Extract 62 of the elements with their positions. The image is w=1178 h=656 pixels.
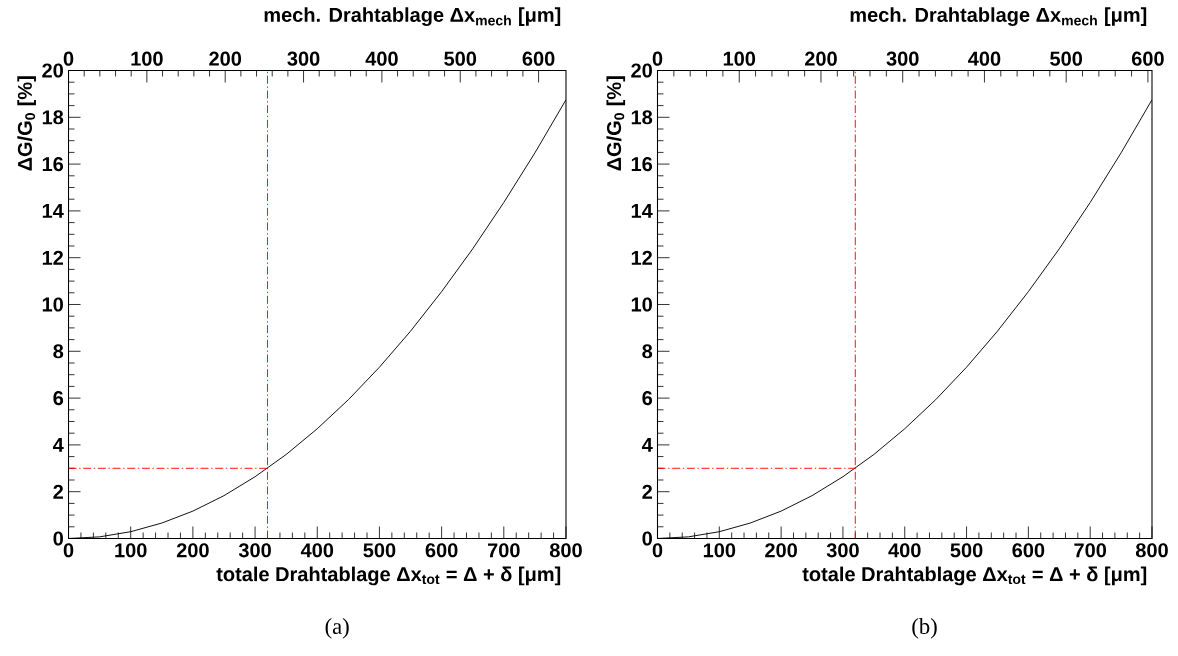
x2-tick-label: 200	[209, 51, 242, 66]
x-tick-label: 700	[1074, 543, 1107, 558]
y-tick-label: 16	[42, 157, 64, 172]
y-tick-label: 0	[53, 531, 63, 546]
x2-tick-label: 400	[365, 51, 398, 66]
x2-tick-label: 0	[63, 51, 74, 66]
x2-tick-label: 500	[444, 51, 477, 66]
y-tick-label: 4	[52, 438, 64, 452]
x-tick-label: 300	[238, 543, 271, 558]
y-tick-label: 12	[42, 250, 63, 265]
y-tick-label: 10	[631, 297, 652, 312]
x-tick-label: 0	[63, 543, 74, 558]
x2-tick-label: 600	[1131, 51, 1164, 66]
x-tick-label: 600	[1012, 543, 1045, 558]
y-tick-label: 14	[42, 204, 64, 218]
x2-axis-title: mech. Drahtablage Δx$_{mech}$ [μm]	[264, 7, 561, 26]
x-tick-label: 800	[1135, 543, 1168, 558]
y-tick-label: 4	[641, 438, 653, 452]
x2-tick-label: 300	[287, 51, 320, 66]
y-tick-label: 2	[53, 484, 63, 499]
y-tick-label: 2	[642, 484, 652, 499]
x2-axis-title: mech. Drahtablage Δx$_{mech}$ [μm]	[850, 7, 1147, 26]
x-tick-label: 300	[826, 543, 859, 558]
x-tick-label: 200	[765, 543, 797, 558]
x-tick-label: 500	[950, 543, 983, 558]
x-tick-label: 200	[176, 543, 209, 558]
y-tick-label: 16	[631, 157, 653, 172]
y-axis-title: ΔG/G$_{0}$ [%]	[606, 76, 626, 171]
y-tick-label: 6	[642, 391, 653, 406]
x-tick-label: 400	[300, 543, 334, 558]
y-tick-label: 20	[42, 63, 63, 78]
x-tick-label: 800	[549, 543, 582, 558]
x2-tick-label: 0	[652, 51, 663, 66]
x2-tick-label: 100	[131, 51, 163, 66]
y-tick-label: 18	[42, 110, 64, 125]
y-tick-label: 8	[53, 344, 64, 359]
x-tick-label: 500	[363, 543, 396, 558]
x-axis-title: totale Drahtablage Δx$_{tot}$ = Δ + δ [μm]	[802, 566, 1147, 586]
x-tick-label: 100	[703, 543, 736, 558]
text: (b)	[912, 618, 937, 639]
x-tick-label: 600	[425, 543, 458, 558]
x2-tick-label: 100	[723, 51, 756, 66]
y-tick-label: 6	[53, 391, 64, 406]
y-tick-label: 0	[642, 531, 652, 546]
y-axis-title: ΔG/G$_{0}$ [%]	[17, 76, 36, 171]
x2-tick-label: 600	[522, 51, 555, 66]
y-tick-label: 8	[642, 344, 653, 359]
x2-tick-label: 500	[1050, 51, 1083, 66]
x-tick-label: 0	[652, 543, 663, 558]
y-tick-label: 18	[631, 110, 653, 125]
x-tick-label: 400	[888, 543, 921, 558]
y-tick-label: 10	[42, 297, 63, 312]
x2-tick-label: 400	[968, 51, 1001, 66]
x2-tick-label: 200	[804, 51, 837, 66]
x-axis-title: totale Drahtablage Δx$_{tot}$ = Δ + δ [μm]	[216, 566, 561, 586]
text: (a)	[325, 618, 349, 639]
x-tick-label: 700	[487, 543, 520, 558]
y-tick-label: 20	[631, 63, 652, 78]
y-tick-label: 12	[631, 250, 652, 265]
x-tick-label: 100	[115, 543, 147, 558]
y-tick-label: 14	[631, 204, 653, 218]
x2-tick-label: 300	[886, 51, 919, 66]
